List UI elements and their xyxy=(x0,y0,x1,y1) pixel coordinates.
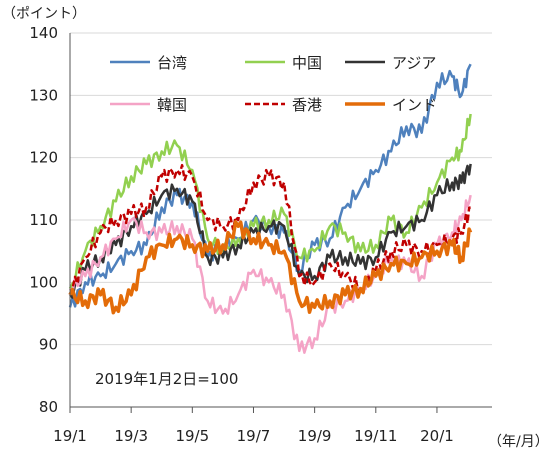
series-line-4 xyxy=(68,163,471,296)
y-axis-unit-label: （ポイント） xyxy=(2,6,86,22)
series-layer xyxy=(68,63,473,354)
y-tick-label: 90 xyxy=(39,336,58,354)
x-tick-label: 19/5 xyxy=(175,427,209,445)
y-tick-label: 120 xyxy=(29,149,58,167)
x-axis-unit-label: （年/月） xyxy=(488,434,549,450)
y-tick-label: 130 xyxy=(29,86,58,104)
series-line-2 xyxy=(69,163,472,299)
series-line-3 xyxy=(68,194,472,354)
base-date-note: 2019年1月2日=100 xyxy=(95,370,238,388)
series-line-5 xyxy=(68,220,473,315)
y-tick-label: 80 xyxy=(39,398,58,416)
x-tick-label: 19/9 xyxy=(298,427,332,445)
legend-label-3: 韓国 xyxy=(157,96,187,114)
x-tick-label: 19/11 xyxy=(354,427,397,445)
y-tick-label: 140 xyxy=(29,24,58,42)
axis-layer: 80 90 100 110 120 130 140 19/1 19/3 19/5 19/7 19/9 1… xyxy=(29,24,492,445)
legend-label-2: アジア xyxy=(392,54,436,72)
x-tick-label: 20/1 xyxy=(420,427,454,445)
x-tick-label: 19/1 xyxy=(53,427,87,445)
legend-label-4: 香港 xyxy=(292,96,322,114)
legend-label-0: 台湾 xyxy=(157,54,187,72)
x-tick-label: 19/3 xyxy=(114,427,148,445)
legend-label-1: 中国 xyxy=(292,54,322,72)
y-tick-label: 100 xyxy=(29,273,58,291)
x-tick-label: 19/7 xyxy=(237,427,271,445)
series-line-0 xyxy=(68,63,472,308)
legend-label-5: インド xyxy=(392,96,437,114)
y-tick-label: 110 xyxy=(29,211,58,229)
